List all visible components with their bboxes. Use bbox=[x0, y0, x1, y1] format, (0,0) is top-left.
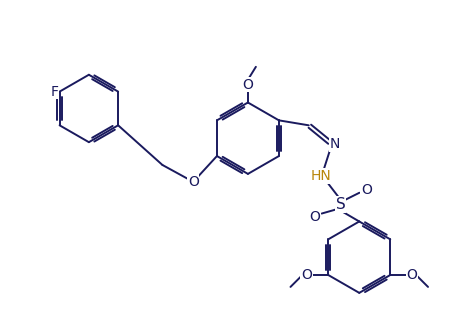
Text: O: O bbox=[188, 175, 199, 189]
Text: F: F bbox=[51, 85, 59, 99]
Text: O: O bbox=[309, 210, 320, 224]
Text: O: O bbox=[361, 183, 372, 197]
Text: O: O bbox=[243, 78, 253, 92]
Text: O: O bbox=[301, 268, 312, 282]
Text: S: S bbox=[336, 197, 345, 212]
Text: HN: HN bbox=[310, 169, 331, 183]
Text: O: O bbox=[407, 268, 417, 282]
Text: N: N bbox=[329, 137, 340, 151]
